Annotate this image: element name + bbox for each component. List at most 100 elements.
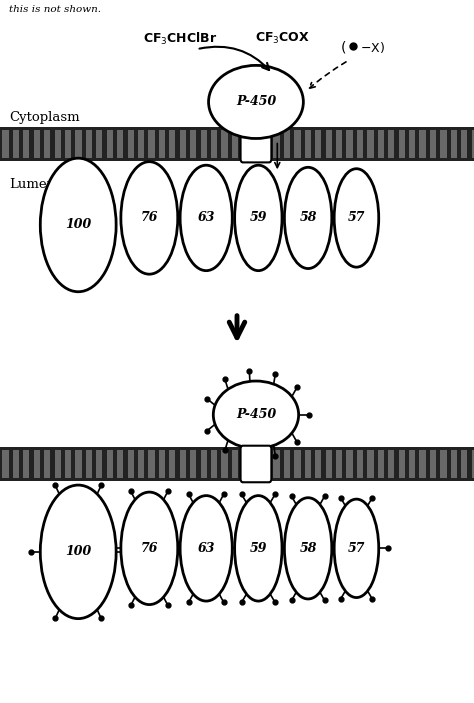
Bar: [409, 450, 415, 478]
Bar: [44, 450, 50, 478]
Text: Cytoplasm: Cytoplasm: [9, 111, 80, 124]
Bar: [55, 130, 61, 158]
Bar: [148, 450, 155, 478]
Text: 58: 58: [300, 542, 317, 555]
Bar: [399, 130, 405, 158]
Text: 63: 63: [198, 542, 215, 555]
Bar: [263, 130, 269, 158]
Bar: [117, 130, 123, 158]
Bar: [13, 450, 19, 478]
Bar: [190, 450, 196, 478]
Text: P-450: P-450: [236, 408, 276, 421]
Bar: [273, 130, 280, 158]
Ellipse shape: [334, 499, 379, 598]
Bar: [0, 447, 474, 481]
Bar: [461, 130, 467, 158]
Bar: [169, 130, 175, 158]
Ellipse shape: [213, 381, 299, 449]
Bar: [451, 450, 457, 478]
Ellipse shape: [235, 165, 282, 271]
Text: CF$_3$COX: CF$_3$COX: [255, 31, 310, 46]
Bar: [2, 450, 9, 478]
Bar: [346, 130, 353, 158]
Bar: [336, 130, 342, 158]
Bar: [378, 450, 384, 478]
Ellipse shape: [180, 496, 232, 601]
Bar: [451, 130, 457, 158]
Bar: [148, 130, 155, 158]
Bar: [13, 130, 19, 158]
Bar: [243, 124, 269, 162]
Bar: [138, 130, 144, 158]
Bar: [117, 450, 123, 478]
Text: 57: 57: [348, 542, 365, 555]
Bar: [128, 130, 134, 158]
Text: 58: 58: [300, 212, 317, 224]
Ellipse shape: [235, 496, 282, 601]
Bar: [159, 130, 165, 158]
Text: (: (: [340, 41, 346, 55]
Bar: [273, 450, 280, 478]
Bar: [315, 130, 321, 158]
Bar: [232, 130, 238, 158]
Text: 76: 76: [141, 212, 158, 224]
FancyArrowPatch shape: [309, 62, 346, 89]
Bar: [305, 130, 311, 158]
Bar: [461, 450, 467, 478]
Bar: [96, 130, 102, 158]
Bar: [211, 130, 217, 158]
Bar: [96, 450, 102, 478]
Bar: [221, 450, 228, 478]
Bar: [201, 130, 207, 158]
Bar: [180, 130, 186, 158]
Bar: [253, 130, 259, 158]
Text: Lumen: Lumen: [9, 179, 55, 191]
Bar: [23, 130, 29, 158]
Bar: [430, 130, 436, 158]
Bar: [294, 450, 301, 478]
Bar: [430, 450, 436, 478]
Bar: [65, 450, 71, 478]
Bar: [180, 450, 186, 478]
Bar: [128, 450, 134, 478]
Bar: [399, 450, 405, 478]
FancyBboxPatch shape: [241, 126, 271, 162]
Bar: [294, 130, 301, 158]
Bar: [0, 127, 474, 161]
Bar: [336, 450, 342, 478]
Bar: [440, 450, 447, 478]
Ellipse shape: [180, 165, 232, 271]
Ellipse shape: [334, 169, 379, 267]
Text: 100: 100: [65, 219, 91, 231]
Text: 76: 76: [141, 542, 158, 555]
Bar: [409, 130, 415, 158]
Text: P-450: P-450: [236, 96, 276, 108]
Bar: [284, 450, 290, 478]
Text: CF$_3$CHClBr: CF$_3$CHClBr: [143, 31, 218, 46]
Bar: [253, 450, 259, 478]
Ellipse shape: [40, 158, 116, 292]
Bar: [201, 450, 207, 478]
Bar: [169, 450, 175, 478]
Ellipse shape: [284, 167, 332, 269]
Bar: [419, 130, 426, 158]
Bar: [65, 130, 71, 158]
Bar: [346, 450, 353, 478]
Bar: [388, 130, 394, 158]
Bar: [472, 130, 474, 158]
Bar: [357, 130, 363, 158]
Bar: [388, 450, 394, 478]
Bar: [159, 450, 165, 478]
Bar: [138, 450, 144, 478]
FancyArrowPatch shape: [200, 46, 269, 70]
Text: 100: 100: [65, 546, 91, 558]
Bar: [2, 130, 9, 158]
Bar: [326, 450, 332, 478]
Bar: [378, 130, 384, 158]
Bar: [367, 450, 374, 478]
Bar: [284, 130, 290, 158]
Ellipse shape: [284, 498, 332, 599]
Bar: [190, 130, 196, 158]
Bar: [242, 450, 248, 478]
Bar: [34, 130, 40, 158]
